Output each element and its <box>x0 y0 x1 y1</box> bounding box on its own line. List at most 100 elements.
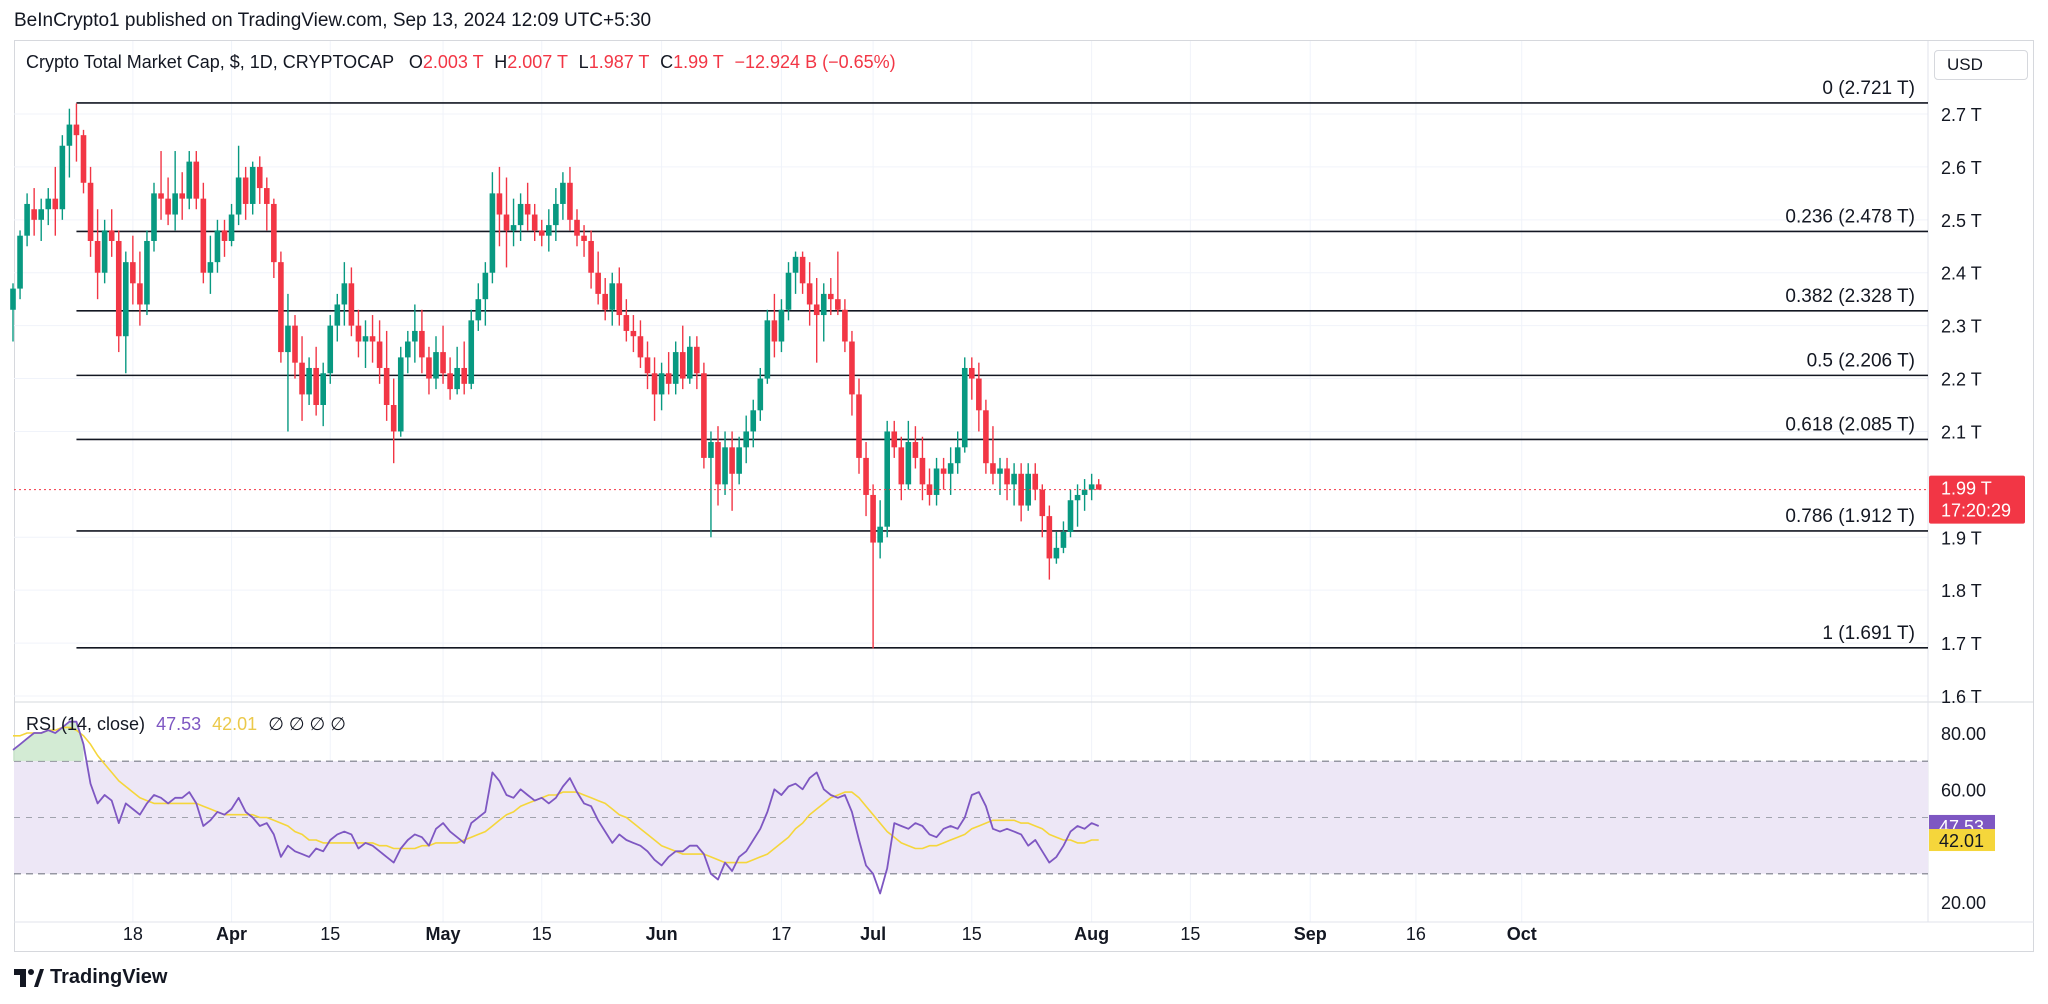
candle-body <box>658 373 665 395</box>
candle-body <box>355 325 362 342</box>
candle-body <box>799 256 806 284</box>
candle-body <box>630 330 637 337</box>
time-axis-tick: 16 <box>1406 924 1426 944</box>
candle-body <box>1032 473 1039 490</box>
candle-body <box>1025 473 1031 506</box>
candle-body <box>482 272 489 300</box>
candle-body <box>489 193 496 273</box>
candle-body <box>616 283 623 316</box>
candle-body <box>863 457 869 495</box>
candle-body <box>151 193 157 241</box>
candle-body <box>813 304 820 316</box>
candle-body <box>574 219 580 236</box>
rsi-overbought-fill <box>13 721 84 762</box>
candle-body <box>1060 531 1067 548</box>
rsi-value: 47.53 <box>156 714 202 734</box>
candle-body <box>708 442 714 458</box>
high-label: H <box>494 52 508 72</box>
candle-body <box>256 166 263 189</box>
candle-body <box>193 161 200 199</box>
time-axis-tick: 15 <box>320 924 340 944</box>
time-axis-tick: Jun <box>646 924 678 944</box>
time-axis-tick: 18 <box>123 924 143 944</box>
fib-level-label: 0 (2.721 T) <box>1822 78 1915 99</box>
price-axis-tick: 2.2 T <box>1941 370 1982 390</box>
candle-body <box>45 198 52 210</box>
candle-body <box>341 283 348 305</box>
candle-body <box>679 352 686 379</box>
candle-body <box>144 240 150 305</box>
last-price-badge <box>1929 475 2025 524</box>
candle-body <box>327 325 334 374</box>
candle-body <box>672 352 679 384</box>
candle-body <box>1074 494 1081 501</box>
price-axis-tick: 1.7 T <box>1941 634 1982 654</box>
candle-body <box>778 309 785 342</box>
time-axis-tick: 17 <box>771 924 791 944</box>
candle-body <box>292 325 298 363</box>
time-axis-tick: 15 <box>1180 924 1200 944</box>
candle-body <box>179 193 185 199</box>
chart-frame <box>14 40 2034 952</box>
candle-body <box>158 193 164 199</box>
fib-level-label: 0.5 (2.206 T) <box>1807 350 1915 371</box>
candle-body <box>842 309 848 342</box>
candle-body <box>1095 484 1102 490</box>
tradingview-footer[interactable]: TradingView <box>14 966 167 989</box>
rsi-legend[interactable]: RSI (14, close) 47.53 42.01 ∅ ∅ ∅ ∅ <box>26 714 346 735</box>
candle-body <box>764 320 771 379</box>
candle-body <box>383 367 390 405</box>
time-axis-tick: 15 <box>532 924 552 944</box>
candle-body <box>602 293 608 310</box>
candle-body <box>954 447 961 464</box>
rsi-band <box>14 761 1928 874</box>
candle-body <box>405 341 411 358</box>
candle-body <box>581 235 587 241</box>
close-label: C <box>660 52 674 72</box>
candle-body <box>870 494 876 543</box>
price-axis-tick: 1.8 T <box>1941 581 1982 601</box>
candle-body <box>933 468 940 495</box>
candle-body <box>517 203 524 226</box>
open-label: O <box>408 52 423 72</box>
candle-body <box>200 198 207 273</box>
candle-body <box>137 283 143 305</box>
candle-body <box>820 293 827 316</box>
low-value: 1.987 T <box>588 52 650 72</box>
candle-body <box>531 214 538 231</box>
fib-level-label: 0.618 (2.085 T) <box>1785 414 1915 435</box>
last-price-label: 1.99 T <box>1941 479 1992 499</box>
candle-body <box>320 373 326 405</box>
candle-body <box>524 203 531 215</box>
time-axis-tick: 15 <box>962 924 982 944</box>
candle-body <box>306 367 312 395</box>
symbol-title[interactable]: Crypto Total Market Cap, $, 1D, CRYPTOCA… <box>26 52 394 72</box>
candle-body <box>736 447 742 474</box>
candle-body <box>990 463 996 474</box>
candle-body <box>729 447 735 474</box>
price-axis-tick: 2.4 T <box>1941 264 1982 284</box>
candle-body <box>397 357 404 432</box>
candle-body <box>242 177 249 204</box>
price-axis-tick: 2.6 T <box>1941 158 1982 178</box>
candle-body <box>207 262 214 273</box>
currency-button[interactable]: USD <box>1934 50 2028 80</box>
candle-body <box>905 442 912 485</box>
candle-body <box>1053 547 1060 559</box>
change-value: −12.924 B (−0.65%) <box>734 52 896 72</box>
tradingview-logo-icon <box>14 968 44 987</box>
candle-body <box>278 262 284 353</box>
candle-body <box>750 410 757 432</box>
candle-body <box>806 283 813 305</box>
price-legend[interactable]: Crypto Total Market Cap, $, 1D, CRYPTOCA… <box>26 52 896 73</box>
candle-body <box>115 240 122 337</box>
candle-body <box>362 336 369 342</box>
candle-body <box>1067 500 1074 532</box>
candle-body <box>299 362 305 395</box>
rsi-title[interactable]: RSI (14, close) <box>26 714 146 734</box>
candle-body <box>644 357 651 374</box>
candle-body <box>510 225 517 231</box>
candle-body <box>983 410 989 464</box>
candle-body <box>17 235 23 289</box>
